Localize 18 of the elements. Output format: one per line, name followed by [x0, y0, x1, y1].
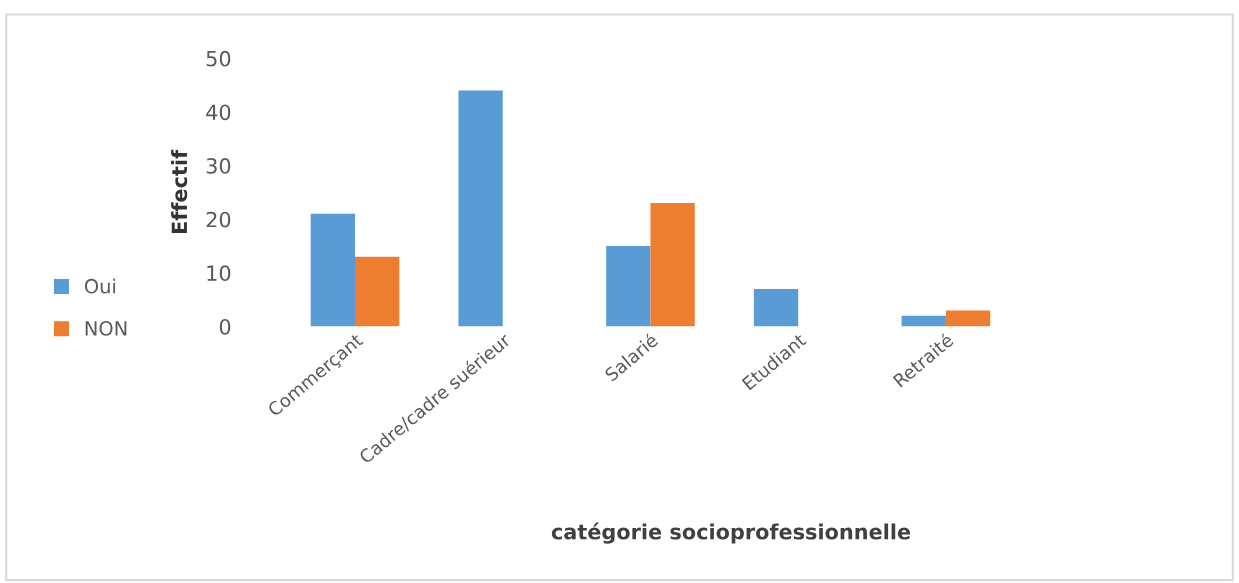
legend-label: Oui: [84, 278, 116, 294]
bar: [606, 246, 651, 327]
bar: [650, 203, 695, 327]
bar: [355, 256, 400, 327]
y-tick-label: 50: [206, 50, 231, 67]
legend-label: NON: [85, 321, 127, 336]
y-tick-label: 20: [206, 211, 231, 228]
bar: [310, 213, 356, 327]
bar: [753, 288, 799, 327]
y-tick-label: 40: [206, 104, 231, 121]
y-axis-title: Effectif: [171, 149, 188, 233]
bar: [945, 310, 991, 327]
bar: [458, 90, 503, 327]
y-tick-label: 30: [206, 158, 231, 174]
y-tick-label: 10: [207, 265, 231, 282]
y-tick-label: 0: [219, 318, 231, 335]
x-axis-title: catégorie socioprofessionnelle: [551, 522, 911, 544]
bar: [901, 315, 946, 327]
